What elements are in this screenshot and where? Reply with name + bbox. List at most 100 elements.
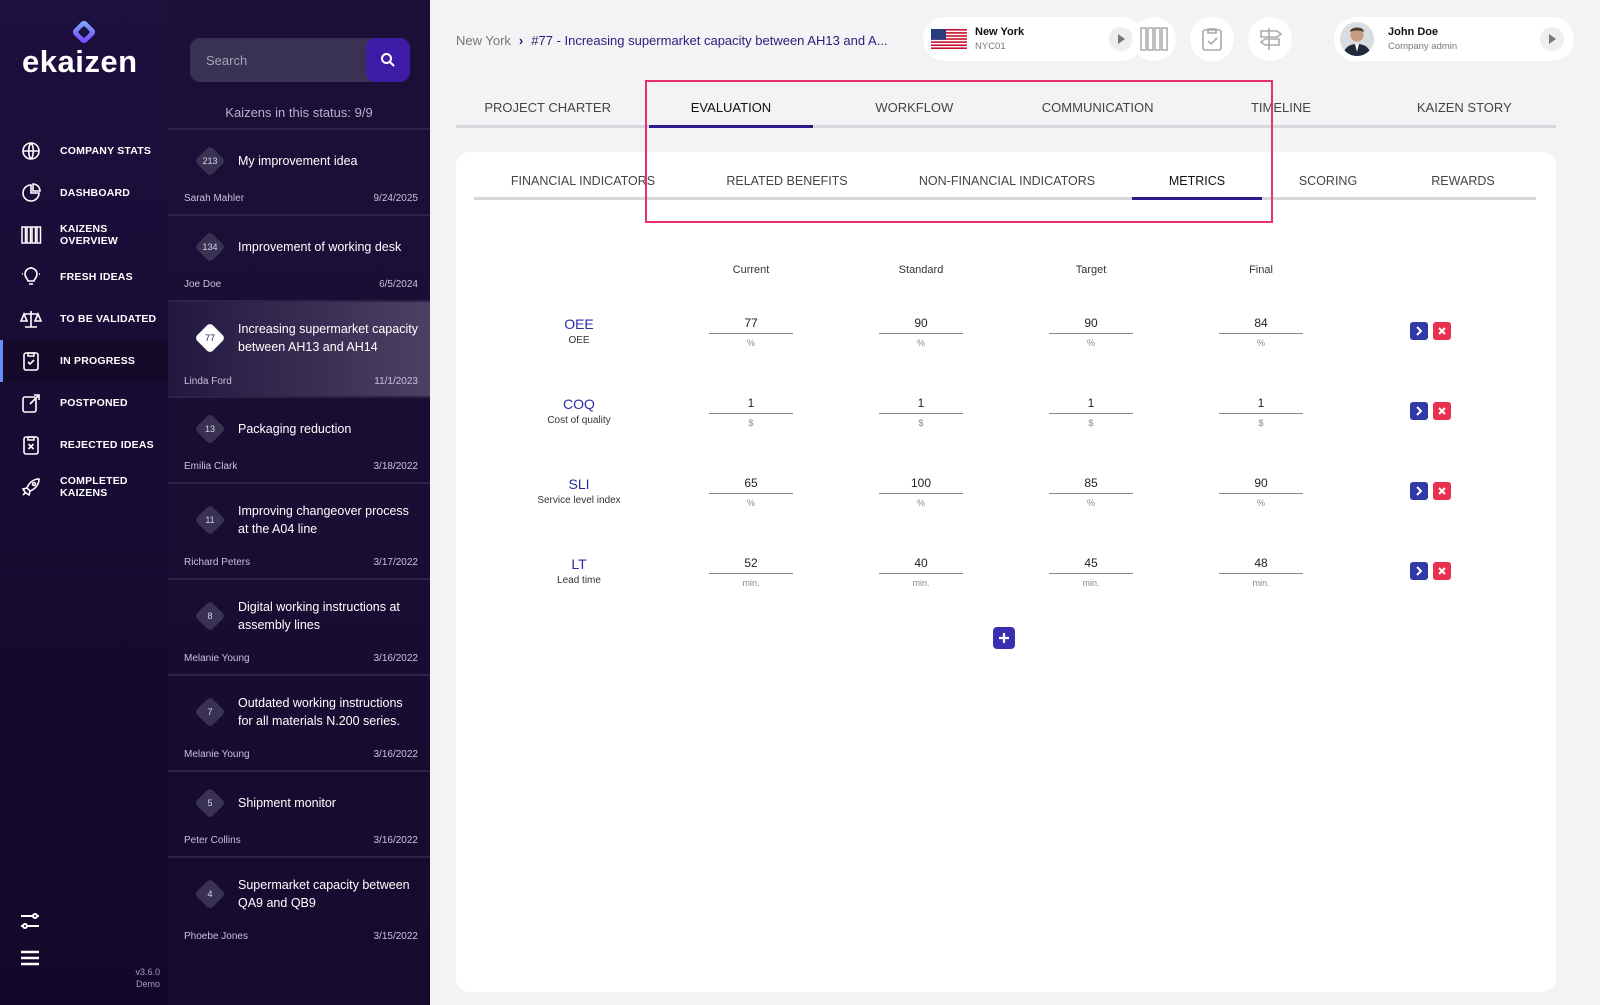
kaizen-number-badge: 77 — [194, 322, 226, 354]
kaizen-list-item[interactable]: 213 My improvement idea Sarah Mahler 9/2… — [168, 128, 430, 214]
metric-final-value[interactable]: 48 — [1219, 556, 1303, 574]
kanban-board-button[interactable] — [1132, 17, 1176, 61]
kaizen-list-item[interactable]: 5 Shipment monitor Peter Collins 3/16/20… — [168, 770, 430, 856]
metric-target-value[interactable]: 1 — [1049, 396, 1133, 414]
metric-unit: min. — [1252, 578, 1270, 588]
menu-icon[interactable] — [18, 946, 42, 970]
subtab-non-financial-indicators[interactable]: NON-FINANCIAL INDICATORS — [918, 174, 1096, 188]
metric-target-value[interactable]: 85 — [1049, 476, 1133, 494]
nav-item-kaizens-overview[interactable]: KAIZENS OVERVIEW — [0, 214, 168, 256]
signpost-button[interactable] — [1248, 17, 1292, 61]
metric-standard-value[interactable]: 1 — [879, 396, 963, 414]
kaizen-date: 6/5/2024 — [379, 279, 418, 290]
subtab-scoring[interactable]: SCORING — [1298, 174, 1358, 188]
metric-unit: % — [1256, 338, 1265, 348]
tab-workflow[interactable]: WORKFLOW — [875, 100, 954, 115]
breadcrumb-root[interactable]: New York — [456, 33, 511, 48]
tab-evaluation[interactable]: EVALUATION — [639, 94, 822, 128]
delete-metric-button[interactable] — [1433, 482, 1451, 500]
close-icon — [1438, 567, 1446, 575]
open-metric-button[interactable] — [1410, 322, 1428, 340]
nav-item-company-stats[interactable]: COMPANY STATS — [0, 130, 168, 172]
subtab-financial-indicators[interactable]: FINANCIAL INDICATORS — [510, 174, 656, 188]
metric-row-sli: SLI Service level index 65 % 100 % 85 % … — [456, 472, 1556, 532]
tab-communication[interactable]: COMMUNICATION — [1041, 100, 1154, 115]
kaizen-date: 3/18/2022 — [373, 461, 419, 472]
user-menu[interactable]: John Doe Company admin — [1334, 17, 1574, 61]
metric-unit: min. — [912, 578, 930, 588]
metric-unit: % — [916, 338, 925, 348]
metric-description: Lead time — [557, 575, 601, 586]
kaizen-list-item[interactable]: 4 Supermarket capacity between QA9 and Q… — [168, 856, 430, 952]
metric-final-value[interactable]: 84 — [1219, 316, 1303, 334]
metric-current-value[interactable]: 52 — [709, 556, 793, 574]
evaluation-subtabs: FINANCIAL INDICATORS RELATED BENEFITS NO… — [474, 168, 1536, 200]
breadcrumb-separator: › — [518, 33, 524, 48]
nav-item-rejected-ideas[interactable]: REJECTED IDEAS — [0, 424, 168, 466]
play-arrow-icon — [1118, 34, 1125, 44]
kaizen-list: 213 My improvement idea Sarah Mahler 9/2… — [168, 128, 430, 952]
kaizen-list-item-selected[interactable]: 77 Increasing supermarket capacity betwe… — [168, 300, 430, 396]
kaizen-title: Improving changeover process at the A04 … — [238, 504, 409, 536]
delete-metric-button[interactable] — [1433, 562, 1451, 580]
subtab-metrics[interactable]: METRICS — [1132, 168, 1262, 200]
metric-final-value[interactable]: 1 — [1219, 396, 1303, 414]
metric-current-value[interactable]: 77 — [709, 316, 793, 334]
kaizen-author: Joe Doe — [184, 279, 222, 290]
delete-metric-button[interactable] — [1433, 322, 1451, 340]
globe-stats-icon — [22, 142, 40, 160]
tasks-button[interactable] — [1190, 17, 1234, 61]
user-name: John Doe — [1388, 26, 1439, 38]
open-metric-button[interactable] — [1410, 482, 1428, 500]
tab-kaizen-story[interactable]: KAIZEN STORY — [1416, 100, 1512, 115]
metric-current-value[interactable]: 65 — [709, 476, 793, 494]
kaizen-author: Melanie Young — [184, 749, 250, 760]
search-box — [190, 38, 410, 82]
user-menu-expand-button[interactable] — [1540, 27, 1564, 51]
filters-icon[interactable] — [18, 909, 42, 933]
add-metric-button[interactable] — [993, 627, 1015, 649]
kaizen-number-badge: 13 — [194, 413, 226, 445]
metric-final-value[interactable]: 90 — [1219, 476, 1303, 494]
nav-label: IN PROGRESS — [60, 355, 136, 367]
metric-row-oee: OEE OEE 77 % 90 % 90 % 84 % — [456, 312, 1556, 372]
metric-current-value[interactable]: 1 — [709, 396, 793, 414]
metric-unit: $ — [1088, 418, 1094, 428]
metric-standard-value[interactable]: 100 — [879, 476, 963, 494]
logo-text: ekaizen — [22, 44, 138, 79]
metric-unit: $ — [1258, 418, 1264, 428]
subtab-related-benefits[interactable]: RELATED BENEFITS — [726, 174, 848, 188]
subtab-rewards[interactable]: REWARDS — [1431, 174, 1495, 188]
nav-item-to-be-validated[interactable]: TO BE VALIDATED — [0, 298, 168, 340]
kaizen-list-item[interactable]: 7 Outdated working instructions for all … — [168, 674, 430, 770]
metric-unit: $ — [748, 418, 754, 428]
kaizen-list-item[interactable]: 8 Digital working instructions at assemb… — [168, 578, 430, 674]
delete-metric-button[interactable] — [1433, 402, 1451, 420]
nav-item-completed-kaizens[interactable]: COMPLETED KAIZENS — [0, 466, 168, 508]
nav-item-postponed[interactable]: POSTPONED — [0, 382, 168, 424]
kaizen-list-item[interactable]: 134 Improvement of working desk Joe Doe … — [168, 214, 430, 300]
metric-standard-value[interactable]: 90 — [879, 316, 963, 334]
nav-list: COMPANY STATS DASHBOARD KAIZENS OVERVIEW… — [0, 130, 168, 508]
kaizen-date: 3/17/2022 — [373, 557, 419, 568]
nav-item-in-progress[interactable]: IN PROGRESS — [0, 340, 168, 382]
metric-standard-value[interactable]: 40 — [879, 556, 963, 574]
metric-target-value[interactable]: 90 — [1049, 316, 1133, 334]
open-metric-button[interactable] — [1410, 402, 1428, 420]
tab-project-charter[interactable]: PROJECT CHARTER — [484, 100, 611, 115]
kaizen-list-item[interactable]: 11 Improving changeover process at the A… — [168, 482, 430, 578]
tab-timeline[interactable]: TIMELINE — [1250, 100, 1311, 115]
open-metric-button[interactable] — [1410, 562, 1428, 580]
kaizen-list-item[interactable]: 13 Packaging reduction Emilia Clark 3/18… — [168, 396, 430, 482]
search-button[interactable] — [366, 38, 410, 82]
search-input[interactable] — [190, 38, 360, 82]
location-selector[interactable]: New York NYC01 — [923, 17, 1143, 61]
metric-unit: % — [746, 498, 755, 508]
kaizen-date: 3/16/2022 — [373, 653, 419, 664]
nav-item-dashboard[interactable]: DASHBOARD — [0, 172, 168, 214]
metric-target-value[interactable]: 45 — [1049, 556, 1133, 574]
breadcrumb: New York › #77 - Increasing supermarket ca… — [456, 33, 888, 48]
location-expand-button[interactable] — [1109, 27, 1133, 51]
ekaizen-logo[interactable]: ekaizen — [22, 14, 152, 79]
nav-item-fresh-ideas[interactable]: FRESH IDEAS — [0, 256, 168, 298]
